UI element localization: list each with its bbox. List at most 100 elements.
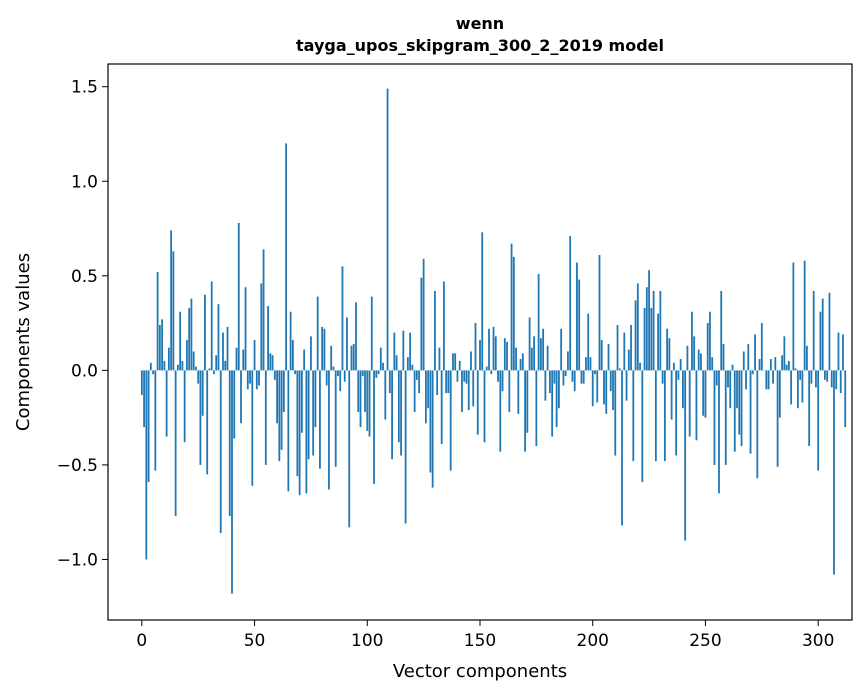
bar-component-112 — [393, 332, 396, 371]
bar-component-56 — [267, 306, 269, 371]
bar-component-121 — [413, 370, 416, 412]
bar-component-22 — [190, 298, 193, 371]
bar-component-0 — [140, 370, 143, 395]
bar-component-235 — [670, 370, 673, 420]
bar-component-168 — [519, 359, 522, 371]
bar-component-156 — [492, 326, 495, 371]
bar-component-63 — [282, 370, 285, 412]
bar-component-142 — [461, 370, 463, 412]
bar-component-169 — [521, 353, 524, 371]
bar-component-83 — [328, 370, 330, 490]
bar-component-92 — [348, 370, 351, 528]
bar-component-179 — [544, 370, 547, 401]
bar-component-177 — [539, 338, 542, 371]
bar-component-244 — [691, 311, 693, 371]
bar-component-312 — [844, 370, 847, 428]
bar-component-32 — [213, 370, 215, 375]
bar-component-248 — [700, 353, 702, 371]
x-tick-label-200: 200 — [577, 631, 609, 651]
bar-component-111 — [391, 370, 393, 460]
bar-component-76 — [312, 370, 315, 456]
bar-component-267 — [742, 351, 745, 371]
bar-component-59 — [273, 370, 276, 380]
bar-component-50 — [253, 340, 256, 371]
bar-component-167 — [517, 370, 520, 414]
bar-component-186 — [560, 328, 563, 371]
bar-component-54 — [262, 249, 265, 371]
bar-component-100 — [366, 370, 369, 431]
bar-component-46 — [244, 287, 247, 371]
bar-component-305 — [828, 292, 831, 371]
bar-component-209 — [612, 370, 614, 411]
bar-component-5 — [152, 370, 154, 375]
bar-component-36 — [222, 332, 224, 371]
bar-component-30 — [208, 368, 211, 371]
bar-component-73 — [305, 370, 308, 494]
bar-component-285 — [783, 336, 786, 371]
bar-component-72 — [303, 349, 306, 371]
bar-component-126 — [424, 370, 427, 424]
bar-component-84 — [330, 345, 333, 371]
bar-component-143 — [463, 370, 466, 382]
bar-component-82 — [325, 370, 328, 386]
bar-component-131 — [436, 370, 439, 395]
bar-component-44 — [240, 370, 242, 424]
bar-component-161 — [503, 338, 506, 371]
bar-component-166 — [515, 347, 517, 371]
bar-component-1 — [143, 370, 145, 428]
bar-component-299 — [815, 370, 817, 388]
bar-component-191 — [571, 370, 574, 382]
bar-component-195 — [580, 370, 583, 384]
bar-component-132 — [438, 347, 441, 371]
bar-component-287 — [787, 360, 790, 371]
bar-component-289 — [792, 262, 795, 371]
bar-component-64 — [285, 143, 288, 371]
bar-component-24 — [195, 366, 197, 371]
bar-component-180 — [546, 345, 549, 371]
bar-component-220 — [636, 283, 639, 371]
bar-component-252 — [709, 311, 711, 371]
bar-component-69 — [296, 370, 299, 477]
bar-component-216 — [627, 349, 630, 371]
bar-component-280 — [772, 370, 774, 384]
chart-title-line-2: tayga_upos_skipgram_300_2_2019 model — [296, 36, 664, 55]
bar-component-201 — [594, 370, 596, 375]
bar-component-266 — [740, 370, 743, 447]
bar-component-172 — [528, 317, 531, 371]
bar-component-20 — [186, 340, 188, 371]
bar-component-125 — [422, 258, 425, 371]
bar-component-263 — [733, 370, 736, 452]
bar-component-120 — [411, 364, 414, 371]
bar-component-19 — [183, 370, 186, 443]
bar-component-272 — [754, 334, 756, 371]
bar-component-27 — [201, 370, 204, 416]
bar-component-90 — [343, 370, 346, 382]
bar-component-42 — [235, 347, 238, 371]
y-tick-label-4: 1.0 — [71, 172, 98, 192]
x-tick-label-150: 150 — [464, 631, 496, 651]
bar-component-159 — [499, 370, 502, 452]
bar-component-128 — [429, 370, 432, 473]
bar-component-105 — [377, 370, 380, 375]
bar-component-148 — [474, 323, 477, 371]
bar-component-65 — [287, 370, 290, 492]
bar-component-283 — [778, 370, 781, 418]
bar-component-178 — [542, 328, 545, 371]
bar-component-151 — [481, 232, 484, 371]
bar-component-293 — [801, 370, 804, 403]
x-axis: 0 50 100 150 200 250 300 — [136, 620, 834, 651]
y-tick-label-0: −1.0 — [57, 550, 98, 570]
bar-component-155 — [490, 370, 493, 375]
bar-component-310 — [839, 370, 842, 394]
bar-component-294 — [803, 260, 806, 371]
bar-component-38 — [226, 326, 229, 371]
bar-component-4 — [149, 362, 152, 371]
y-tick-label-1: −0.5 — [57, 456, 98, 476]
bar-component-23 — [192, 351, 195, 371]
bar-component-94 — [352, 343, 355, 371]
bar-component-200 — [591, 370, 594, 407]
bar-component-14 — [172, 251, 175, 371]
bars-group — [140, 88, 847, 594]
bar-component-188 — [564, 370, 567, 377]
